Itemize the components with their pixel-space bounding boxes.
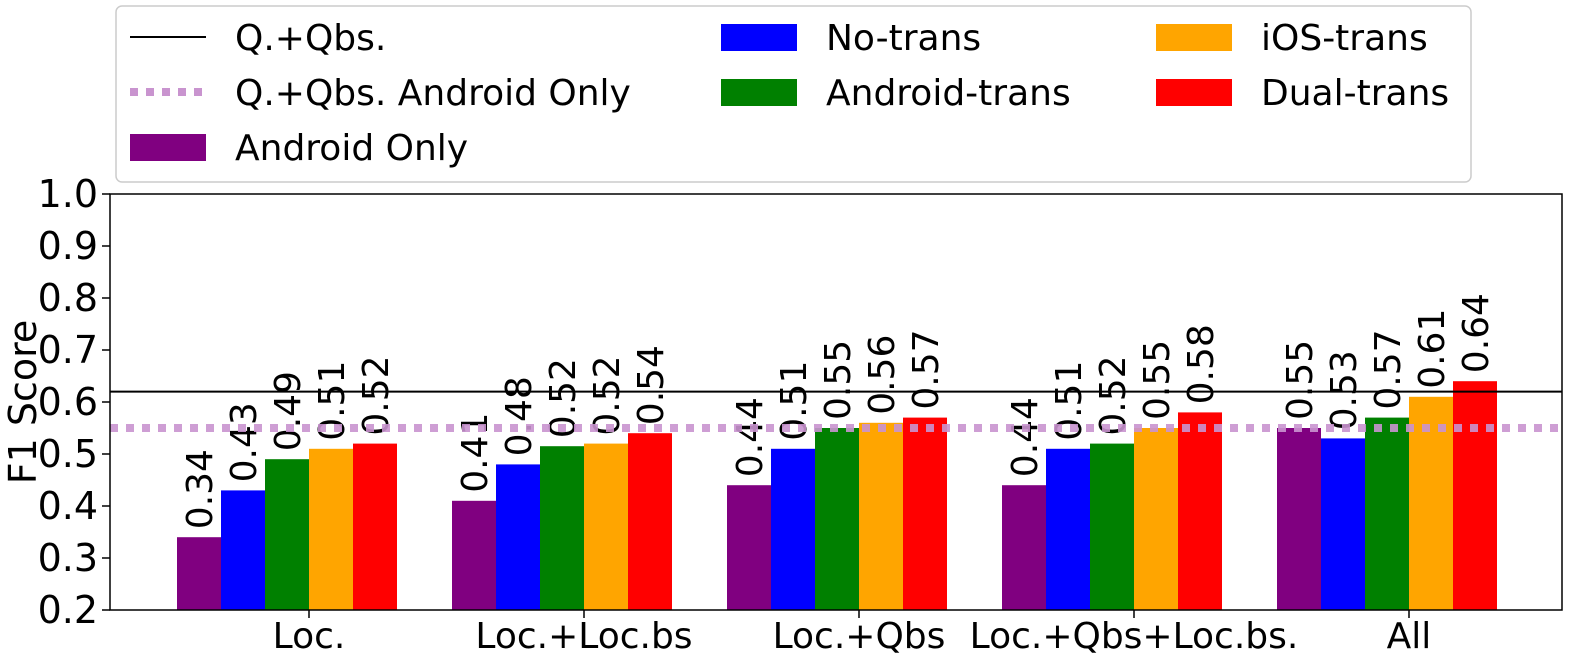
bar-ios-trans-0: [309, 448, 353, 610]
x-tick-label: Loc.+Qbs: [773, 616, 946, 657]
bar-value-label: 0.55: [818, 340, 859, 420]
bar-android-only-0: [177, 537, 221, 610]
bar-value-label: 0.56: [862, 335, 903, 415]
bar-value-label: 0.44: [1005, 397, 1046, 477]
bar-no-trans-2: [771, 448, 815, 610]
bar-dual-trans-0: [353, 443, 397, 610]
bar-value-label: 0.57: [1368, 329, 1409, 409]
bar-ios-trans-1: [584, 443, 628, 610]
bar-android-only-4: [1277, 428, 1321, 610]
bar-android-trans-4: [1365, 417, 1409, 610]
bar-value-label: 0.54: [631, 345, 672, 425]
y-tick-label: 1.0: [38, 172, 98, 216]
bar-value-label: 0.61: [1412, 309, 1453, 389]
bar-android-trans-3: [1090, 443, 1134, 610]
bar-value-label: 0.51: [774, 361, 815, 441]
bar-no-trans-4: [1321, 438, 1365, 610]
y-tick-label: 0.7: [38, 328, 98, 372]
bar-android-trans-0: [265, 459, 309, 610]
bar-ios-trans-4: [1409, 396, 1453, 610]
legend-swatch-android-trans: [721, 79, 797, 106]
bar-value-label: 0.48: [499, 376, 540, 456]
bar-value-label: 0.64: [1456, 293, 1497, 373]
legend-swatch-ios-trans: [1156, 24, 1232, 51]
y-axis-label: F1 Score: [1, 320, 45, 485]
bar-dual-trans-4: [1453, 381, 1497, 610]
bar-value-label: 0.55: [1280, 340, 1321, 420]
bar-dual-trans-2: [903, 417, 947, 610]
legend-swatch-dual-trans: [1156, 79, 1232, 106]
bar-ios-trans-2: [859, 422, 903, 610]
legend-swatch-android-only: [130, 134, 206, 161]
bar-value-label: 0.44: [730, 397, 771, 477]
bar-value-label: 0.52: [356, 355, 397, 435]
y-tick-label: 0.9: [38, 224, 98, 268]
y-tick-label: 0.3: [38, 536, 98, 580]
y-tick-label: 0.6: [38, 380, 98, 424]
bar-no-trans-1: [496, 464, 540, 610]
bar-value-label: 0.34: [180, 449, 221, 529]
bar-ios-trans-3: [1134, 428, 1178, 610]
bar-android-only-3: [1002, 485, 1046, 610]
bar-dual-trans-1: [628, 433, 672, 610]
legend-label-q-qbs-android-only: Q.+Qbs. Android Only: [235, 73, 631, 114]
bar-no-trans-0: [221, 490, 265, 610]
y-tick-label: 0.8: [38, 276, 98, 320]
bar-android-only-2: [727, 485, 771, 610]
bar-dual-trans-3: [1178, 412, 1222, 610]
bar-android-trans-2: [815, 428, 859, 610]
x-tick-label: Loc.+Qbs+Loc.bs.: [970, 616, 1299, 657]
legend-label-no-trans: No-trans: [826, 18, 981, 59]
legend-label-ios-trans: iOS-trans: [1261, 18, 1428, 59]
bar-value-label: 0.55: [1137, 340, 1178, 420]
legend-swatch-no-trans: [721, 24, 797, 51]
x-tick-label: All: [1387, 616, 1432, 657]
y-tick-label: 0.4: [38, 484, 98, 528]
x-tick-label: Loc.+Loc.bs: [475, 616, 692, 657]
bar-no-trans-3: [1046, 448, 1090, 610]
bar-value-label: 0.57: [906, 329, 947, 409]
plot-area: 0.34 0.41 0.44 0.440.550.43 0.48 0.51 0.51 0.53…: [38, 172, 1563, 657]
x-tick-label: Loc.: [273, 616, 346, 657]
bar-value-label: 0.41: [455, 413, 496, 493]
y-tick-label: 0.2: [38, 588, 98, 632]
legend-label-q-qbs-: Q.+Qbs.: [235, 18, 386, 59]
legend-label-dual-trans: Dual-trans: [1261, 73, 1449, 114]
bar-value-label: 0.49: [268, 371, 309, 451]
bar-value-label: 0.52: [1093, 355, 1134, 435]
bar-value-label: 0.53: [1324, 350, 1365, 430]
legend: Q.+Qbs. No-trans iOS-trans Q.+Qbs. Android …: [115, 5, 1472, 183]
bar-android-only-1: [452, 500, 496, 610]
legend-label-android-only: Android Only: [235, 128, 468, 169]
bar-value-label: 0.52: [587, 355, 628, 435]
y-tick-label: 0.5: [38, 432, 98, 476]
bar-value-label: 0.43: [224, 402, 265, 482]
bar-android-trans-1: [540, 446, 584, 610]
legend-label-android-trans: Android-trans: [826, 73, 1071, 114]
